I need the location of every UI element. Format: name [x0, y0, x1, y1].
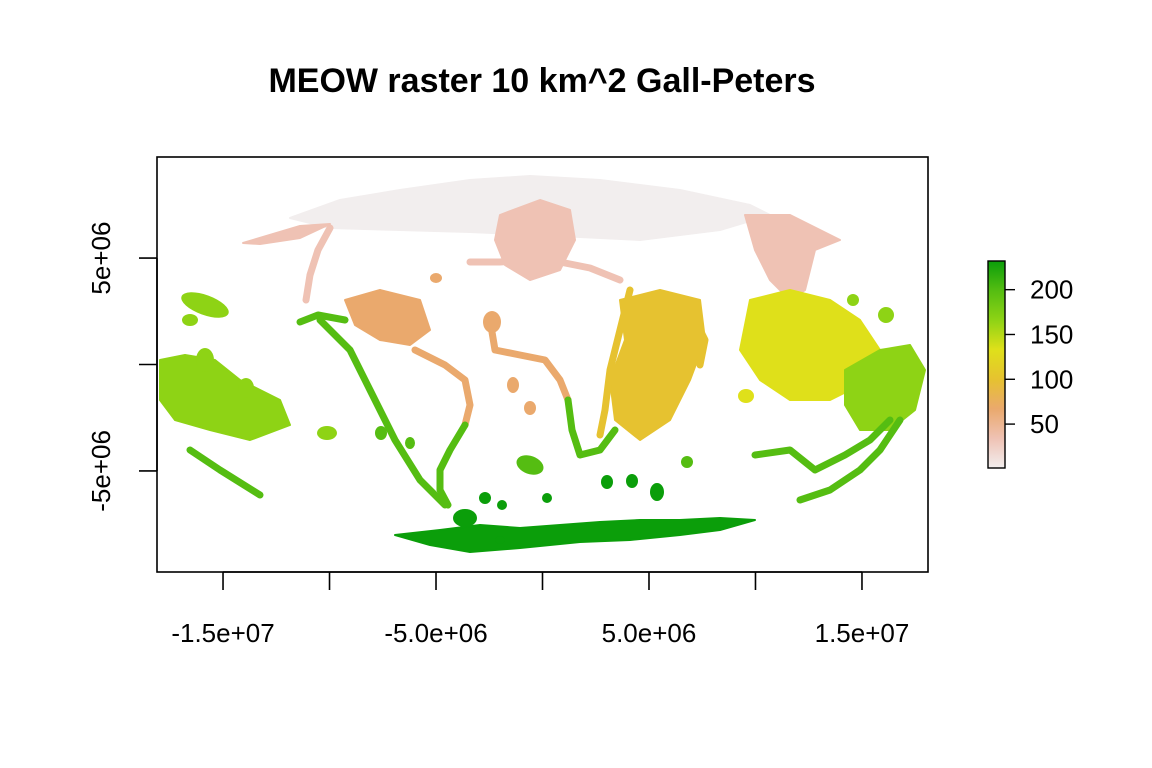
x-tick-label: -5.0e+06: [384, 618, 487, 648]
brazil-coast-line: [411, 346, 474, 429]
caribbean-region: [344, 289, 431, 346]
mediterranean-line: [466, 256, 624, 284]
pacific-island-group: [317, 426, 337, 440]
southern-ocean-island: [542, 493, 552, 503]
indo-pacific-island: [738, 389, 754, 403]
pacific-island: [847, 294, 859, 306]
colorbar-legend: 50 100 150 200: [987, 260, 1073, 469]
atlantic-island: [524, 401, 536, 415]
colorbar-tick-label: 50: [1030, 409, 1059, 439]
pacific-island-group: [182, 314, 198, 326]
antarctic-coast-region: [394, 517, 756, 553]
y-tick-label: -5e+06: [86, 430, 116, 512]
pacific-island: [878, 307, 894, 323]
pacific-island-group: [238, 378, 254, 398]
southern-ocean-island: [479, 492, 491, 504]
southern-ocean-island: [453, 509, 477, 527]
southern-ocean-island: [495, 536, 505, 544]
southern-island: [375, 426, 387, 440]
north-atlantic-region: [494, 199, 576, 281]
southern-island: [516, 455, 544, 475]
x-tick-label: 1.5e+07: [815, 618, 910, 648]
pacific-east-line: [296, 311, 349, 326]
y-axis: 5e+06 -5e+06: [86, 222, 158, 512]
west-africa-coast-line: [486, 316, 572, 404]
x-axis: -1.5e+07 -5.0e+06 5.0e+06 1.5e+07: [171, 571, 910, 648]
pacific-island-group: [196, 348, 214, 372]
north-america-coast-line: [302, 224, 334, 304]
x-tick-label: -1.5e+07: [171, 618, 274, 648]
india-coast-line: [686, 306, 709, 369]
colorbar-tick-label: 200: [1030, 275, 1073, 305]
raster-map: [159, 175, 926, 553]
west-pacific-islands-region: [159, 354, 291, 441]
south-africa-coast-line: [564, 396, 619, 459]
pacific-island-group: [181, 292, 229, 318]
x-tick-label: 5.0e+06: [602, 618, 697, 648]
atlantic-island: [507, 377, 519, 393]
south-america-west-line: [316, 316, 449, 509]
australia-north-region: [844, 344, 926, 431]
colorbar-tick-label: 100: [1030, 364, 1073, 394]
southern-island: [681, 456, 693, 468]
south-america-east-line: [436, 421, 469, 509]
southern-ocean-island: [497, 500, 507, 510]
indian-ocean-region: [609, 289, 706, 441]
atlantic-island: [483, 311, 501, 333]
southern-ocean-island: [650, 483, 664, 501]
east-africa-coast-line: [596, 286, 634, 439]
south-australia-line: [751, 416, 894, 474]
southern-ocean-island: [626, 474, 638, 488]
map-title: MEOW raster 10 km^2 Gall-Peters: [268, 62, 815, 100]
southern-ocean-island: [601, 475, 613, 489]
chile-arc-line: [186, 446, 264, 499]
y-tick-label: 5e+06: [86, 222, 116, 295]
north-pacific-west-region: [242, 223, 331, 245]
north-pacific-east-region: [744, 214, 841, 301]
new-zealand-line: [796, 416, 904, 504]
colorbar: [987, 260, 1006, 469]
southern-island: [405, 437, 415, 449]
colorbar-tick-label: 150: [1030, 319, 1073, 349]
atlantic-island: [430, 273, 442, 283]
